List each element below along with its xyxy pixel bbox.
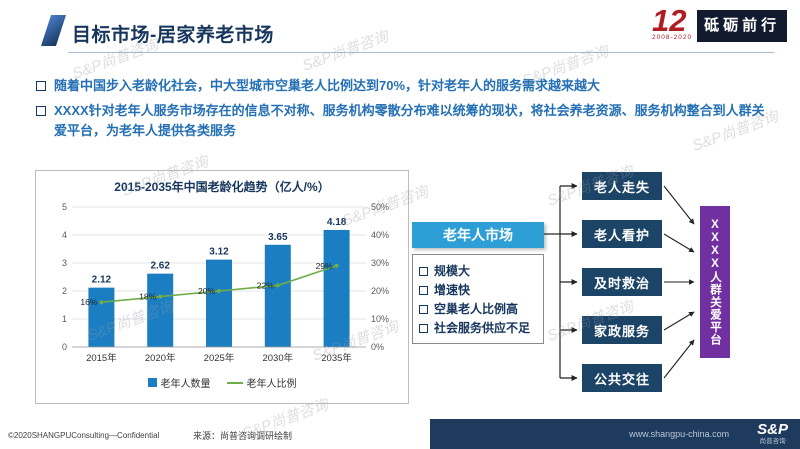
need-label: 及时救治: [593, 275, 650, 291]
square-bullet-icon: [36, 81, 46, 91]
svg-text:4: 4: [62, 230, 67, 240]
chart-title: 2015-2035年中国老龄化趋势（亿人/%）: [114, 180, 330, 194]
company-logo: S&P 尚普咨询: [757, 422, 788, 446]
svg-text:1: 1: [62, 314, 67, 324]
svg-text:2020年: 2020年: [145, 352, 176, 364]
svg-text:2: 2: [62, 286, 67, 296]
legend-bar-label: 老年人数量: [160, 379, 211, 390]
footer-bar: www.shangpu-china.com S&P 尚普咨询: [430, 419, 800, 449]
need-label: 老人走失: [593, 179, 650, 195]
anniversary-logo: 12 2008-2020 砥砺前行: [652, 3, 788, 42]
source-text: 来源：尚普咨询调研绘制: [193, 431, 293, 441]
square-bullet-icon: [36, 106, 46, 116]
chart-legend: 老年人数量 老年人比例: [36, 375, 408, 390]
legend-line-item: 老年人比例: [226, 375, 297, 390]
svg-text:2015年: 2015年: [86, 352, 117, 364]
market-item: 规模大: [419, 262, 537, 281]
svg-text:4.18: 4.18: [327, 217, 347, 228]
title-slash-icon: [40, 15, 67, 46]
svg-text:18%: 18%: [139, 292, 156, 302]
market-item-label: 增速快: [434, 283, 471, 297]
svg-text:2.12: 2.12: [92, 275, 112, 286]
market-item: 增速快: [419, 281, 537, 300]
legend-line-label: 老年人比例: [246, 379, 297, 390]
svg-text:0%: 0%: [371, 342, 384, 352]
bullet-item: 随着中国步入老龄化社会，中大型城市空巢老人比例达到70%，针对老年人的服务需求越…: [35, 76, 772, 96]
svg-text:20%: 20%: [198, 286, 215, 296]
svg-text:2030年: 2030年: [262, 352, 293, 364]
anniversary-number-block: 12 2008-2020: [652, 3, 693, 41]
svg-text:3: 3: [62, 258, 67, 268]
svg-text:2035年: 2035年: [321, 352, 352, 364]
combo-bar-line-chart: 0 0% 1 10% 2 20% 3 30% 4 40% 5 50% 2.12 2015年 2.62 2020…: [62, 202, 389, 364]
need-box-elderly-lost: 老人走失: [582, 172, 662, 200]
market-item-label: 空巢老人比例高: [434, 302, 519, 316]
bullet-list: 随着中国步入老龄化社会，中大型城市空巢老人比例达到70%，针对老年人的服务需求越…: [35, 76, 772, 146]
svg-text:5: 5: [62, 202, 67, 212]
need-box-timely-rescue: 及时救治: [582, 268, 662, 296]
anniversary-number: 12: [652, 3, 687, 38]
aging-trend-chart: 2015-2035年中国老龄化趋势（亿人/%） 0 0% 1 10% 2 20% 3 30% 4…: [35, 170, 409, 404]
svg-text:30%: 30%: [371, 258, 389, 268]
legend-line-swatch: [226, 381, 243, 384]
market-panel-items: 规模大 增速快 空巢老人比例高 社会服务供应不足: [412, 254, 544, 344]
legend-bar-item: 老年人数量: [147, 375, 211, 390]
market-item: 空巢老人比例高: [419, 300, 537, 319]
svg-text:0: 0: [62, 342, 67, 352]
company-logo-sub: 尚普咨询: [759, 438, 786, 446]
care-platform-label: XXXX人群关爱平台: [709, 218, 721, 346]
website-link[interactable]: www.shangpu-china.com: [629, 429, 730, 439]
need-label: 家政服务: [593, 323, 650, 339]
need-label: 公共交往: [593, 371, 650, 387]
svg-text:50%: 50%: [371, 202, 389, 212]
anniversary-years: 2008-2020: [652, 34, 693, 41]
need-box-elderly-care: 老人看护: [582, 220, 662, 248]
need-label: 老人看护: [593, 227, 650, 243]
market-item-label: 规模大: [434, 264, 471, 278]
care-platform-box: XXXX人群关爱平台: [700, 206, 730, 358]
svg-text:40%: 40%: [371, 230, 389, 240]
title-underline: [68, 52, 774, 53]
square-bullet-icon: [419, 267, 428, 276]
svg-text:16%: 16%: [80, 297, 97, 307]
svg-text:29%: 29%: [316, 261, 333, 271]
company-logo-text: S&P: [757, 421, 788, 439]
need-box-social-contact: 公共交往: [582, 364, 662, 392]
watermark: S&P尚普咨询: [300, 28, 391, 75]
svg-text:22%: 22%: [257, 280, 274, 290]
bullet-text: XXXX针对老年人服务市场存在的信息不对称、服务机构零散分布难以统筹的现状，将社…: [54, 103, 765, 138]
svg-text:3.65: 3.65: [268, 232, 288, 243]
square-bullet-icon: [419, 286, 428, 295]
bullet-text: 随着中国步入老龄化社会，中大型城市空巢老人比例达到70%，针对老年人的服务需求越…: [54, 78, 601, 93]
market-item: 社会服务供应不足: [419, 319, 537, 338]
page-title: 目标市场-居家养老市场: [72, 25, 274, 46]
anniversary-slogan: 砥砺前行: [697, 10, 788, 42]
bullet-item: XXXX针对老年人服务市场存在的信息不对称、服务机构零散分布难以统筹的现状，将社…: [35, 101, 772, 141]
square-bullet-icon: [419, 324, 428, 333]
need-box-housekeeping: 家政服务: [582, 316, 662, 344]
square-bullet-icon: [419, 305, 428, 314]
svg-text:3.12: 3.12: [209, 247, 229, 258]
svg-text:20%: 20%: [371, 286, 389, 296]
svg-text:2.62: 2.62: [150, 261, 170, 272]
svg-text:2025年: 2025年: [204, 352, 235, 364]
market-item-label: 社会服务供应不足: [434, 321, 531, 335]
market-panel-header: 老年人市场: [412, 222, 544, 248]
legend-bar-swatch: [147, 378, 157, 387]
copyright-text: ©2020SHANGPUConsulting—Confidential: [8, 431, 160, 440]
svg-text:10%: 10%: [371, 314, 389, 324]
